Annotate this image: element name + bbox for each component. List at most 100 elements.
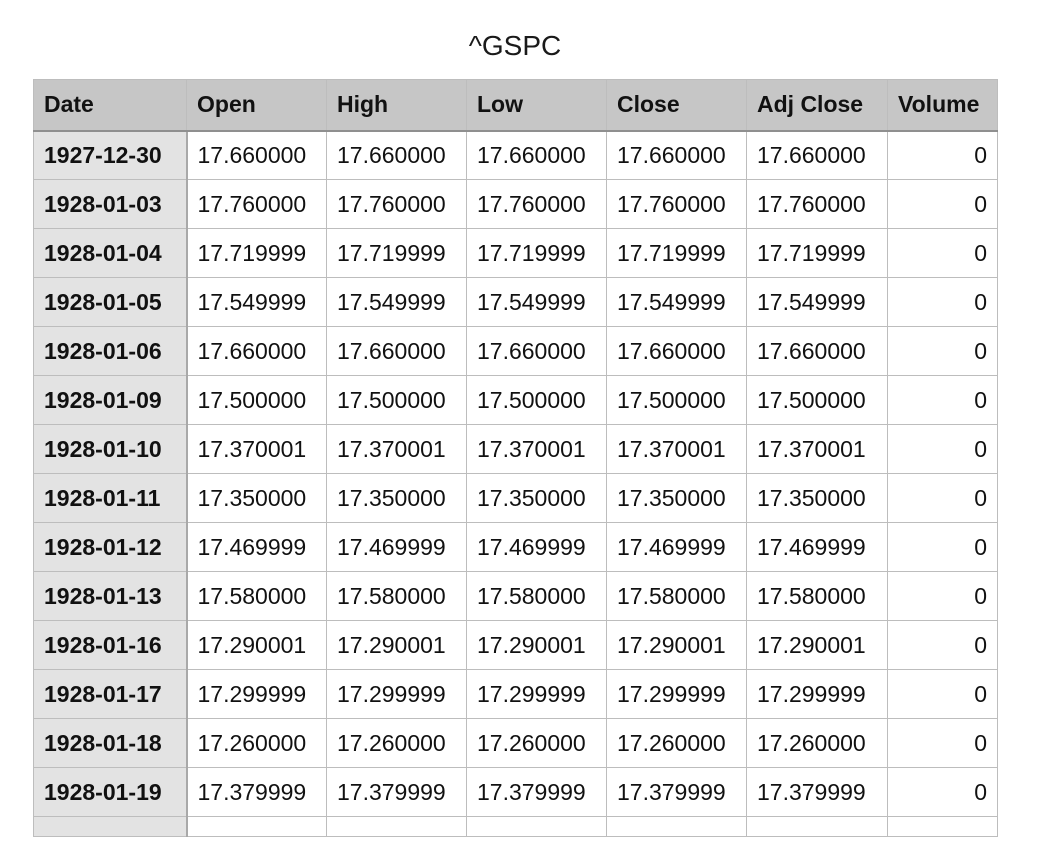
column-header-close[interactable]: Close: [606, 79, 747, 132]
cell-adj-close[interactable]: 17.549999: [746, 277, 888, 327]
cell-high[interactable]: 17.469999: [326, 522, 467, 572]
cell-high[interactable]: 17.500000: [326, 375, 467, 425]
cell-empty[interactable]: [466, 816, 607, 837]
cell-open[interactable]: 17.350000: [186, 473, 327, 523]
cell-volume[interactable]: 0: [887, 228, 998, 278]
cell-date[interactable]: 1928-01-17: [33, 669, 188, 719]
cell-low[interactable]: 17.379999: [466, 767, 607, 817]
cell-close[interactable]: 17.299999: [606, 669, 747, 719]
cell-empty[interactable]: [887, 816, 998, 837]
cell-volume[interactable]: 0: [887, 424, 998, 474]
cell-adj-close[interactable]: 17.660000: [746, 326, 888, 376]
cell-low[interactable]: 17.260000: [466, 718, 607, 768]
cell-date[interactable]: 1928-01-06: [33, 326, 188, 376]
cell-empty[interactable]: [606, 816, 747, 837]
cell-date[interactable]: 1928-01-19: [33, 767, 188, 817]
cell-volume[interactable]: 0: [887, 522, 998, 572]
cell-high[interactable]: 17.660000: [326, 130, 467, 180]
cell-low[interactable]: 17.580000: [466, 571, 607, 621]
cell-open[interactable]: 17.290001: [186, 620, 327, 670]
cell-low[interactable]: 17.469999: [466, 522, 607, 572]
cell-high[interactable]: 17.350000: [326, 473, 467, 523]
cell-close[interactable]: 17.580000: [606, 571, 747, 621]
cell-volume[interactable]: 0: [887, 620, 998, 670]
cell-high[interactable]: 17.719999: [326, 228, 467, 278]
cell-empty[interactable]: [326, 816, 467, 837]
cell-adj-close[interactable]: 17.260000: [746, 718, 888, 768]
cell-low[interactable]: 17.549999: [466, 277, 607, 327]
cell-open[interactable]: 17.719999: [186, 228, 327, 278]
cell-close[interactable]: 17.469999: [606, 522, 747, 572]
cell-volume[interactable]: 0: [887, 179, 998, 229]
cell-volume[interactable]: 0: [887, 375, 998, 425]
cell-volume[interactable]: 0: [887, 326, 998, 376]
cell-close[interactable]: 17.379999: [606, 767, 747, 817]
cell-volume[interactable]: 0: [887, 571, 998, 621]
spreadsheet-table-container[interactable]: Date Open High Low Close Adj Close Volum…: [33, 79, 998, 842]
cell-close[interactable]: 17.760000: [606, 179, 747, 229]
cell-date[interactable]: 1928-01-03: [33, 179, 188, 229]
cell-open[interactable]: 17.549999: [186, 277, 327, 327]
cell-volume[interactable]: 0: [887, 473, 998, 523]
cell-high[interactable]: 17.660000: [326, 326, 467, 376]
cell-open[interactable]: 17.760000: [186, 179, 327, 229]
cell-high[interactable]: 17.379999: [326, 767, 467, 817]
cell-low[interactable]: 17.500000: [466, 375, 607, 425]
cell-close[interactable]: 17.290001: [606, 620, 747, 670]
column-header-volume[interactable]: Volume: [887, 79, 998, 132]
cell-date[interactable]: 1928-01-05: [33, 277, 188, 327]
cell-high[interactable]: 17.299999: [326, 669, 467, 719]
cell-low[interactable]: 17.760000: [466, 179, 607, 229]
cell-high[interactable]: 17.549999: [326, 277, 467, 327]
cell-empty[interactable]: [33, 816, 188, 837]
cell-volume[interactable]: 0: [887, 669, 998, 719]
cell-date[interactable]: 1928-01-10: [33, 424, 188, 474]
cell-open[interactable]: 17.660000: [186, 130, 327, 180]
cell-adj-close[interactable]: 17.379999: [746, 767, 888, 817]
cell-open[interactable]: 17.500000: [186, 375, 327, 425]
cell-date[interactable]: 1928-01-12: [33, 522, 188, 572]
cell-low[interactable]: 17.370001: [466, 424, 607, 474]
cell-date[interactable]: 1928-01-16: [33, 620, 188, 670]
cell-adj-close[interactable]: 17.370001: [746, 424, 888, 474]
cell-volume[interactable]: 0: [887, 718, 998, 768]
cell-volume[interactable]: 0: [887, 130, 998, 180]
cell-open[interactable]: 17.660000: [186, 326, 327, 376]
cell-volume[interactable]: 0: [887, 767, 998, 817]
column-header-open[interactable]: Open: [186, 79, 327, 132]
cell-adj-close[interactable]: 17.469999: [746, 522, 888, 572]
cell-low[interactable]: 17.660000: [466, 130, 607, 180]
cell-close[interactable]: 17.660000: [606, 326, 747, 376]
cell-low[interactable]: 17.350000: [466, 473, 607, 523]
cell-high[interactable]: 17.580000: [326, 571, 467, 621]
cell-close[interactable]: 17.350000: [606, 473, 747, 523]
cell-open[interactable]: 17.580000: [186, 571, 327, 621]
cell-open[interactable]: 17.469999: [186, 522, 327, 572]
cell-low[interactable]: 17.719999: [466, 228, 607, 278]
cell-high[interactable]: 17.760000: [326, 179, 467, 229]
cell-open[interactable]: 17.299999: [186, 669, 327, 719]
cell-low[interactable]: 17.660000: [466, 326, 607, 376]
cell-volume[interactable]: 0: [887, 277, 998, 327]
cell-adj-close[interactable]: 17.299999: [746, 669, 888, 719]
cell-adj-close[interactable]: 17.760000: [746, 179, 888, 229]
cell-date[interactable]: 1928-01-09: [33, 375, 188, 425]
cell-open[interactable]: 17.260000: [186, 718, 327, 768]
cell-close[interactable]: 17.370001: [606, 424, 747, 474]
cell-close[interactable]: 17.500000: [606, 375, 747, 425]
cell-close[interactable]: 17.549999: [606, 277, 747, 327]
cell-adj-close[interactable]: 17.580000: [746, 571, 888, 621]
cell-open[interactable]: 17.379999: [186, 767, 327, 817]
cell-date[interactable]: 1928-01-13: [33, 571, 188, 621]
cell-high[interactable]: 17.290001: [326, 620, 467, 670]
cell-date[interactable]: 1928-01-11: [33, 473, 188, 523]
cell-low[interactable]: 17.290001: [466, 620, 607, 670]
cell-open[interactable]: 17.370001: [186, 424, 327, 474]
cell-date[interactable]: 1927-12-30: [33, 130, 188, 180]
cell-high[interactable]: 17.370001: [326, 424, 467, 474]
cell-adj-close[interactable]: 17.660000: [746, 130, 888, 180]
cell-close[interactable]: 17.660000: [606, 130, 747, 180]
cell-close[interactable]: 17.260000: [606, 718, 747, 768]
cell-adj-close[interactable]: 17.350000: [746, 473, 888, 523]
column-header-low[interactable]: Low: [466, 79, 607, 132]
